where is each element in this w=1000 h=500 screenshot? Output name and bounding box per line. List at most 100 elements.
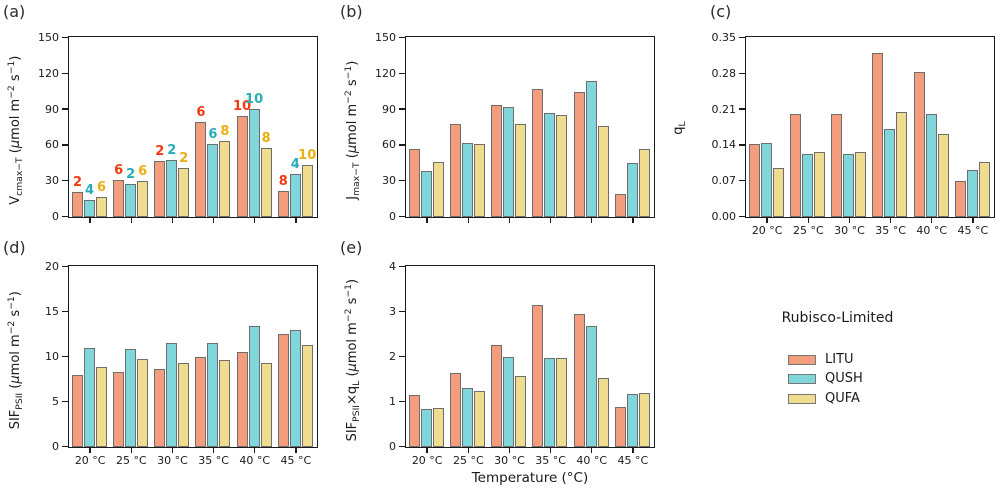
y-tick-mark [399, 179, 405, 182]
y-tick-label: 0.00 [711, 209, 737, 223]
x-tick-mark [89, 448, 91, 453]
x-tick-mark [253, 448, 256, 453]
y-tick-label: 30 [45, 174, 59, 188]
bar-qufa [556, 358, 568, 447]
bar-qufa [260, 363, 272, 447]
x-tick-mark [212, 448, 215, 453]
x-tick-mark [89, 218, 91, 223]
x-tick-label: 40 °C [916, 224, 948, 237]
x-tick-label: 45 °C [617, 454, 649, 467]
x-tick-mark [889, 218, 892, 223]
x-tick-label: 25 °C [115, 454, 147, 467]
x-tick-mark [130, 448, 133, 453]
x-tick-mark [549, 448, 552, 453]
bar-qufa [896, 111, 908, 217]
y-tick-label: 20 [45, 260, 59, 274]
bar-qush [84, 348, 96, 447]
x-tick-mark [212, 218, 215, 223]
x-tick-mark [632, 218, 634, 223]
sample-count-litu: 8 [278, 173, 288, 189]
y-tick-label: 0.28 [711, 66, 737, 80]
panel-letter-a: (a) [3, 2, 26, 21]
bar-qush [166, 342, 178, 447]
y-tick-mark [62, 310, 68, 313]
bar-qufa [260, 147, 272, 217]
x-tick-mark [848, 218, 851, 223]
sample-count-litu: 2 [73, 174, 83, 190]
bar-litu [954, 180, 966, 217]
y-tick-mark [739, 144, 745, 146]
y-tick-mark [62, 36, 68, 39]
bar-litu [409, 149, 421, 217]
x-tick-label: 20 °C [411, 454, 443, 467]
bar-qush [462, 387, 474, 447]
y-tick-label: 0 [52, 439, 59, 453]
bar-qush [503, 107, 515, 217]
sample-count-qufa: 6 [138, 164, 148, 180]
x-tick-mark [508, 448, 511, 453]
bar-litu [72, 375, 84, 447]
bar-qufa [597, 378, 609, 447]
sample-count-litu: 6 [196, 104, 206, 120]
y-tick-mark [62, 72, 68, 75]
y-tick-mark [62, 400, 68, 403]
bar-qufa [556, 114, 568, 217]
bar-litu [872, 52, 884, 217]
x-tick-label: 40 °C [576, 454, 608, 467]
bar-qufa [515, 375, 527, 447]
x-tick-label: 35 °C [875, 224, 906, 237]
bar-qufa [137, 358, 149, 447]
y-tick-label: 1 [389, 394, 396, 408]
legend-swatch-qush-icon [788, 374, 816, 385]
bar-qush [544, 358, 556, 447]
y-tick-label: 3 [389, 305, 396, 319]
bar-litu [614, 194, 626, 217]
bar-qush [166, 159, 178, 217]
panel-letter-e: (e) [340, 238, 363, 257]
bar-litu [532, 89, 544, 217]
bar-qufa [638, 149, 650, 217]
y-tick-label: 0 [389, 439, 396, 453]
y-tick-mark [739, 179, 745, 182]
y-tick-label: 150 [38, 31, 59, 45]
bar-litu [491, 345, 503, 447]
bar-qush [248, 108, 260, 217]
panel-c: (c) qL 0.00 0.07 0.14 0.21 0.28 0.35 20 °C 25 °… [671, 4, 995, 237]
bar-litu [614, 407, 626, 447]
sample-count-litu: 6 [114, 163, 124, 179]
bar-qufa [978, 161, 990, 217]
bar-litu [72, 191, 84, 217]
y-tick-label: 60 [45, 138, 59, 152]
bar-litu [113, 372, 125, 447]
bar-qufa [433, 408, 445, 447]
panel-b: (b) Jmax−T (μmol m−2 s−1) 0 30 60 90 120 150 [340, 4, 655, 223]
sample-count-qush: 10 [245, 91, 264, 107]
sample-count-qufa: 2 [179, 151, 189, 167]
bar-qufa [178, 362, 190, 447]
x-tick-label: 45 °C [957, 224, 989, 237]
y-tick-mark [399, 310, 405, 313]
bar-litu [573, 91, 585, 217]
sample-count-qufa: 8 [261, 130, 271, 146]
x-tick-label: 20 °C [74, 454, 106, 467]
y-tick-label: 0.35 [711, 31, 737, 45]
y-tick-mark [62, 355, 68, 358]
y-tick-mark [739, 215, 745, 218]
bar-litu [491, 104, 503, 217]
bar-litu [113, 180, 125, 217]
sample-count-qufa: 8 [220, 123, 230, 139]
bar-qush [544, 113, 556, 217]
bar-qufa [137, 181, 149, 217]
y-tick-label: 90 [45, 102, 59, 116]
bar-qush [289, 330, 301, 447]
x-tick-mark [426, 218, 428, 223]
bar-qush [843, 154, 855, 217]
y-tick-label: 0.21 [711, 102, 737, 116]
bar-qufa [474, 390, 486, 447]
bar-qush [421, 170, 433, 217]
bar-litu [913, 71, 925, 217]
y-tick-label: 10 [45, 350, 59, 363]
y-tick-mark [399, 108, 405, 110]
y-tick-label: 0.07 [711, 174, 737, 188]
legend-item-litu: LITU [788, 350, 863, 370]
